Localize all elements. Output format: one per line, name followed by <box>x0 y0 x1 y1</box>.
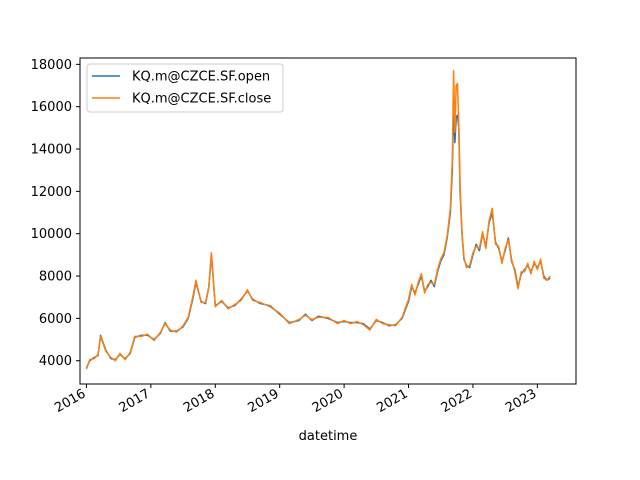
legend: KQ.m@CZCE.SF.open KQ.m@CZCE.SF.close <box>86 63 284 113</box>
y-tick-label: 18000 <box>31 58 72 73</box>
plot-frame <box>79 57 577 385</box>
y-tick-label: 10000 <box>31 227 72 242</box>
y-tick-label: 12000 <box>31 185 72 200</box>
y-tick-label: 6000 <box>39 312 72 327</box>
legend-box <box>86 63 284 113</box>
y-tick-label: 16000 <box>31 100 72 115</box>
series-line-2 <box>85 69 551 370</box>
x-axis-title: datetime <box>299 429 358 444</box>
legend-label-2: KQ.m@CZCE.SF.close <box>132 92 271 107</box>
y-tick-label: 8000 <box>39 270 72 285</box>
legend-label-1: KQ.m@CZCE.SF.open <box>132 70 270 85</box>
y-tick-label: 4000 <box>39 354 72 369</box>
plot-area <box>79 57 577 385</box>
y-tick-label: 14000 <box>31 143 72 158</box>
y-axis: 4000 6000 8000 10000 12000 14000 16000 18000 <box>31 58 80 369</box>
